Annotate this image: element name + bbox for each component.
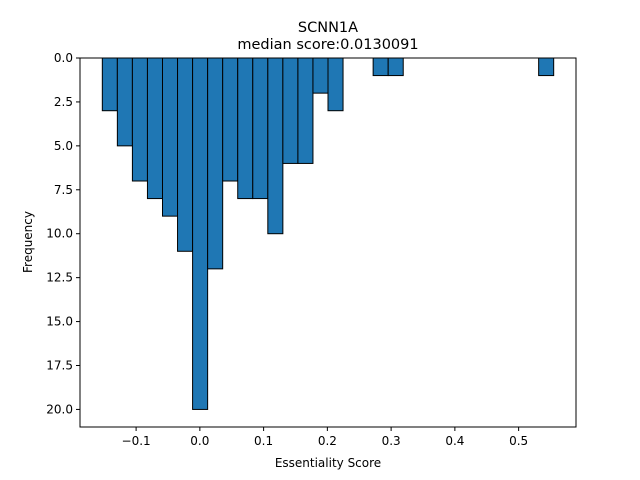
histogram-bar [207,57,224,270]
histogram-bar [297,57,314,164]
y-tick-label: 7.5 [54,183,73,197]
x-axis-label: Essentiality Score [275,456,381,470]
histogram-bar [267,57,284,235]
x-tick-label: 0.4 [445,434,464,448]
x-tick-label: 0.0 [190,434,209,448]
histogram-bar [101,57,118,112]
y-tick-label: 15.0 [46,315,73,329]
histogram-bar [192,57,209,410]
histogram-bar [146,57,163,200]
plot-frame [79,57,577,428]
x-tick-label: 0.1 [254,434,273,448]
x-tick-label: 0.2 [318,434,337,448]
histogram-bar [372,57,389,77]
chart-title: SCNN1A [298,20,358,36]
histogram-bar [131,57,148,182]
histogram-bar [222,57,239,182]
histogram-bar [282,57,299,164]
x-tick-label: 0.3 [382,434,401,448]
histogram-bar [327,57,344,112]
histogram-bar [538,57,555,77]
y-tick-label: 12.5 [46,271,73,285]
histogram-bar [237,57,254,200]
histogram-bar [116,57,133,147]
histogram-bar [387,57,404,77]
y-axis-label: Frequency [21,211,35,273]
chart-subtitle: median score:0.0130091 [237,37,418,53]
x-tick-label: 0.5 [509,434,528,448]
y-tick-label: 10.0 [46,227,73,241]
histogram-bar [252,57,269,200]
y-tick-label: 2.5 [54,95,73,109]
y-tick-label: 0.0 [54,51,73,65]
y-tick-label: 20.0 [46,402,73,416]
histogram-bar [312,57,329,94]
histogram-bar [161,57,179,217]
x-tick-label: −0.1 [122,434,151,448]
y-axis: 0.0 2.5 5.0 7.5 10.0 12.5 15.0 17.5 20.0 [46,51,80,416]
histogram-bar [177,57,194,252]
y-tick-label: 17.5 [46,359,73,373]
y-tick-label: 5.0 [54,139,73,153]
x-axis: −0.1 0.0 0.1 0.2 0.3 0.4 0.5 [122,427,528,448]
histogram-bars [101,57,555,410]
